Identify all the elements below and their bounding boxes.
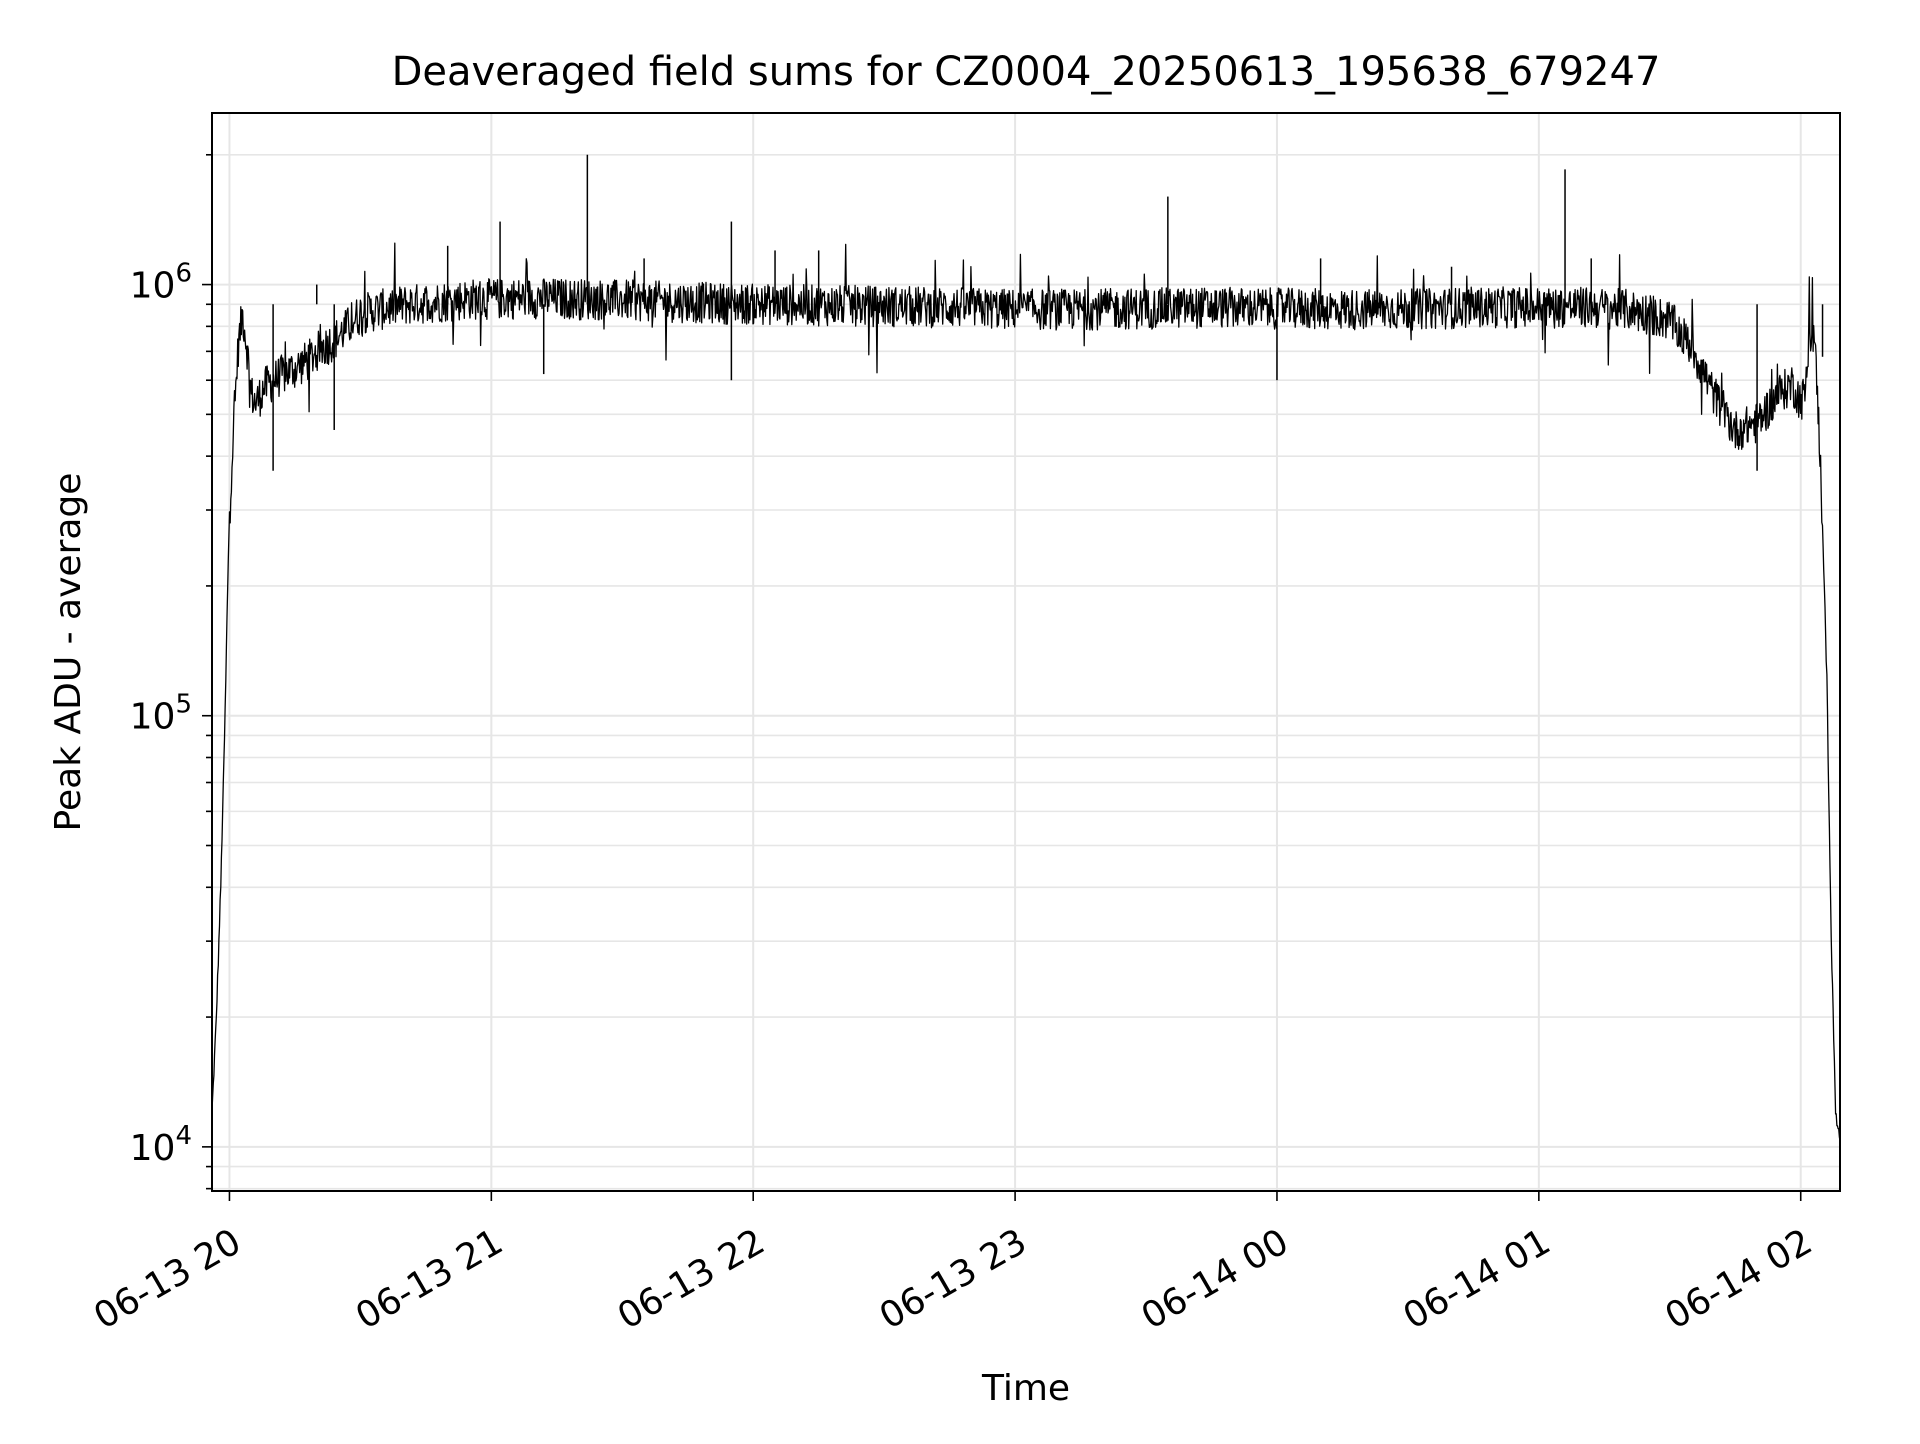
y-axis-label: Peak ADU - average <box>48 473 89 832</box>
plot-area-frame <box>211 112 1841 1192</box>
chart-title: Deaveraged field sums for CZ0004_2025061… <box>392 49 1661 95</box>
data-series <box>211 154 1841 1142</box>
grid-lines <box>212 113 1840 1191</box>
y-tick-label: 104 <box>130 1121 192 1169</box>
y-tick-label: 105 <box>130 690 192 738</box>
y-tick-label: 106 <box>130 259 192 307</box>
x-axis-label: Time <box>981 1368 1070 1409</box>
series-line <box>211 242 1841 1142</box>
